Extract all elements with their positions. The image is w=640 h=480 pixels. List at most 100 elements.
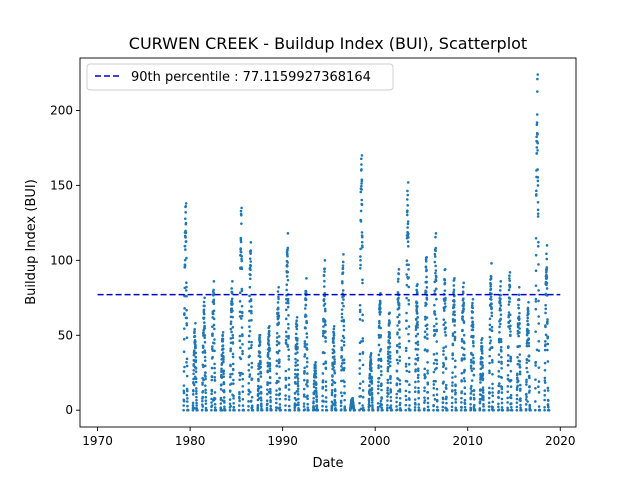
data-point	[305, 365, 309, 368]
data-point	[249, 346, 253, 350]
data-point	[231, 302, 234, 306]
data-point	[256, 384, 260, 388]
data-point	[524, 403, 528, 406]
data-point	[296, 345, 299, 349]
data-point	[404, 365, 408, 368]
data-point	[547, 408, 551, 412]
data-point	[213, 406, 217, 409]
data-point	[186, 389, 189, 393]
data-point	[241, 377, 245, 381]
data-point	[406, 222, 410, 226]
data-point	[416, 358, 420, 362]
data-point	[472, 341, 475, 345]
data-point	[536, 149, 539, 152]
data-point	[506, 373, 510, 377]
data-point	[296, 390, 300, 393]
data-point	[499, 304, 503, 307]
data-point	[536, 215, 540, 218]
data-point	[276, 311, 280, 315]
data-point	[469, 392, 473, 395]
data-point	[398, 390, 402, 393]
data-point	[426, 397, 430, 400]
data-point	[322, 400, 325, 403]
data-point	[519, 408, 523, 412]
data-point	[395, 392, 399, 396]
data-point	[284, 369, 288, 373]
data-point	[524, 398, 528, 401]
data-point	[481, 391, 485, 394]
data-point	[525, 383, 528, 386]
data-point	[398, 396, 402, 400]
data-point	[500, 355, 503, 359]
data-point	[370, 393, 374, 396]
data-point	[239, 240, 243, 244]
data-point	[398, 313, 401, 317]
data-point	[388, 351, 392, 354]
data-point	[240, 289, 244, 293]
data-point	[388, 354, 392, 358]
data-point	[247, 405, 250, 408]
data-point	[250, 395, 254, 399]
data-point	[459, 408, 463, 412]
data-point	[194, 351, 198, 355]
data-point	[497, 340, 501, 344]
data-point	[242, 408, 245, 412]
data-point	[287, 354, 291, 358]
data-point	[488, 341, 492, 345]
data-point	[368, 404, 372, 407]
data-point	[201, 363, 205, 367]
data-point	[231, 372, 234, 376]
data-point	[304, 298, 308, 302]
data-point	[361, 339, 365, 343]
data-point	[378, 313, 382, 316]
data-point	[490, 262, 493, 265]
data-point	[460, 358, 464, 361]
data-point	[395, 351, 399, 354]
data-point	[195, 404, 198, 407]
data-point	[278, 392, 282, 396]
data-point	[525, 395, 528, 399]
data-point	[182, 389, 186, 393]
data-point	[287, 404, 291, 408]
data-point	[296, 359, 299, 362]
data-point	[546, 342, 550, 346]
data-point	[390, 408, 393, 412]
data-point	[240, 257, 243, 261]
data-point	[388, 320, 391, 324]
data-point	[488, 369, 491, 373]
data-point	[471, 320, 474, 323]
x-tick-label: 1990	[267, 434, 298, 448]
data-point	[204, 391, 207, 394]
data-point	[212, 291, 215, 295]
data-point	[286, 249, 289, 252]
data-point	[305, 348, 309, 351]
data-point	[240, 326, 244, 329]
data-point	[397, 268, 401, 271]
data-point	[380, 406, 384, 410]
data-point	[472, 344, 475, 348]
data-point	[368, 372, 372, 376]
data-point	[543, 361, 547, 365]
data-point	[204, 377, 207, 381]
data-point	[285, 265, 289, 268]
data-point	[396, 331, 399, 335]
data-point	[546, 318, 549, 321]
data-point	[194, 346, 197, 349]
data-point	[509, 369, 513, 373]
data-point	[249, 249, 252, 252]
data-point	[460, 337, 464, 341]
data-point	[404, 346, 408, 350]
data-point	[544, 333, 548, 337]
data-point	[259, 399, 263, 402]
data-point	[339, 391, 343, 394]
data-point	[314, 376, 318, 379]
data-point	[461, 285, 465, 289]
data-point	[304, 303, 308, 307]
data-point	[315, 389, 318, 393]
data-point	[240, 254, 243, 258]
data-point	[507, 303, 511, 306]
data-point	[342, 304, 345, 308]
data-point	[332, 350, 336, 354]
data-point	[278, 403, 282, 406]
